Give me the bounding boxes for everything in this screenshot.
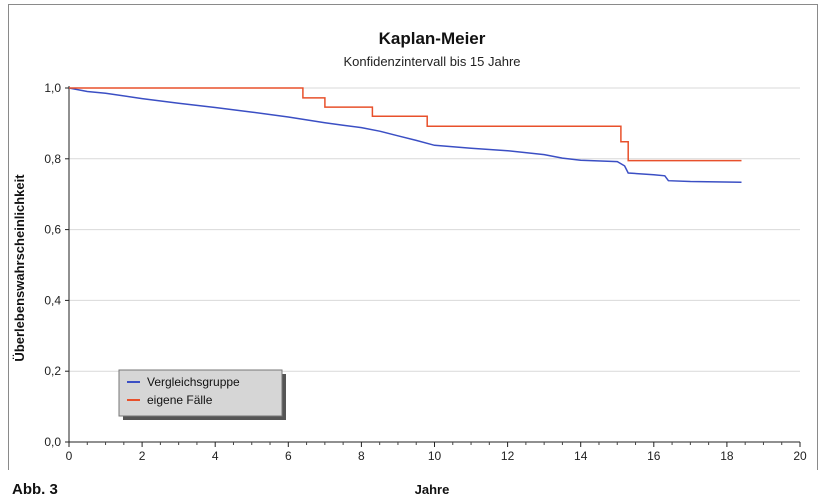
x-tick-label-5: 10 (428, 449, 442, 463)
chart-title: Kaplan-Meier (379, 29, 486, 48)
x-tick-label-10: 20 (793, 449, 807, 463)
legend: Vergleichsgruppe eigene Fälle (118, 369, 286, 420)
grid-lines (69, 87, 800, 372)
x-axis-label: Jahre (415, 482, 450, 497)
y-tick-label-1: 0,2 (44, 364, 61, 378)
x-tick-label-4: 8 (358, 449, 365, 463)
x-tick-label-7: 14 (574, 449, 588, 463)
x-tick-label-8: 16 (647, 449, 661, 463)
y-axis-ticks: 0,0 0,2 0,4 0,6 0,8 1,0 (44, 81, 69, 449)
legend-label-vergleichsgruppe: Vergleichsgruppe (147, 375, 240, 389)
x-tick-label-9: 18 (720, 449, 734, 463)
x-tick-label-6: 12 (501, 449, 515, 463)
y-tick-label-5: 1,0 (44, 81, 61, 95)
chart-subtitle: Konfidenzintervall bis 15 Jahre (343, 54, 520, 69)
y-tick-label-4: 0,8 (44, 152, 61, 166)
x-axis-ticks: 0 2 4 6 8 10 12 14 16 18 20 (66, 442, 807, 463)
series-line-eigene-faelle (69, 87, 742, 162)
legend-box (118, 369, 283, 417)
x-tick-label-0: 0 (66, 449, 73, 463)
figure-label: Abb. 3 (12, 481, 58, 498)
x-tick-label-2: 4 (212, 449, 219, 463)
y-tick-label-3: 0,6 (44, 223, 61, 237)
legend-label-eigene-faelle: eigene Fälle (147, 393, 213, 407)
series-line-vergleichsgruppe (68, 87, 742, 183)
y-tick-label-0: 0,0 (44, 435, 61, 449)
x-tick-label-1: 2 (139, 449, 146, 463)
y-tick-label-2: 0,4 (44, 293, 61, 307)
x-tick-label-3: 6 (285, 449, 292, 463)
series-lines (68, 87, 742, 183)
chart-frame (8, 4, 818, 470)
y-axis-label: Überlebenswahrscheinlichkeit (12, 174, 27, 362)
